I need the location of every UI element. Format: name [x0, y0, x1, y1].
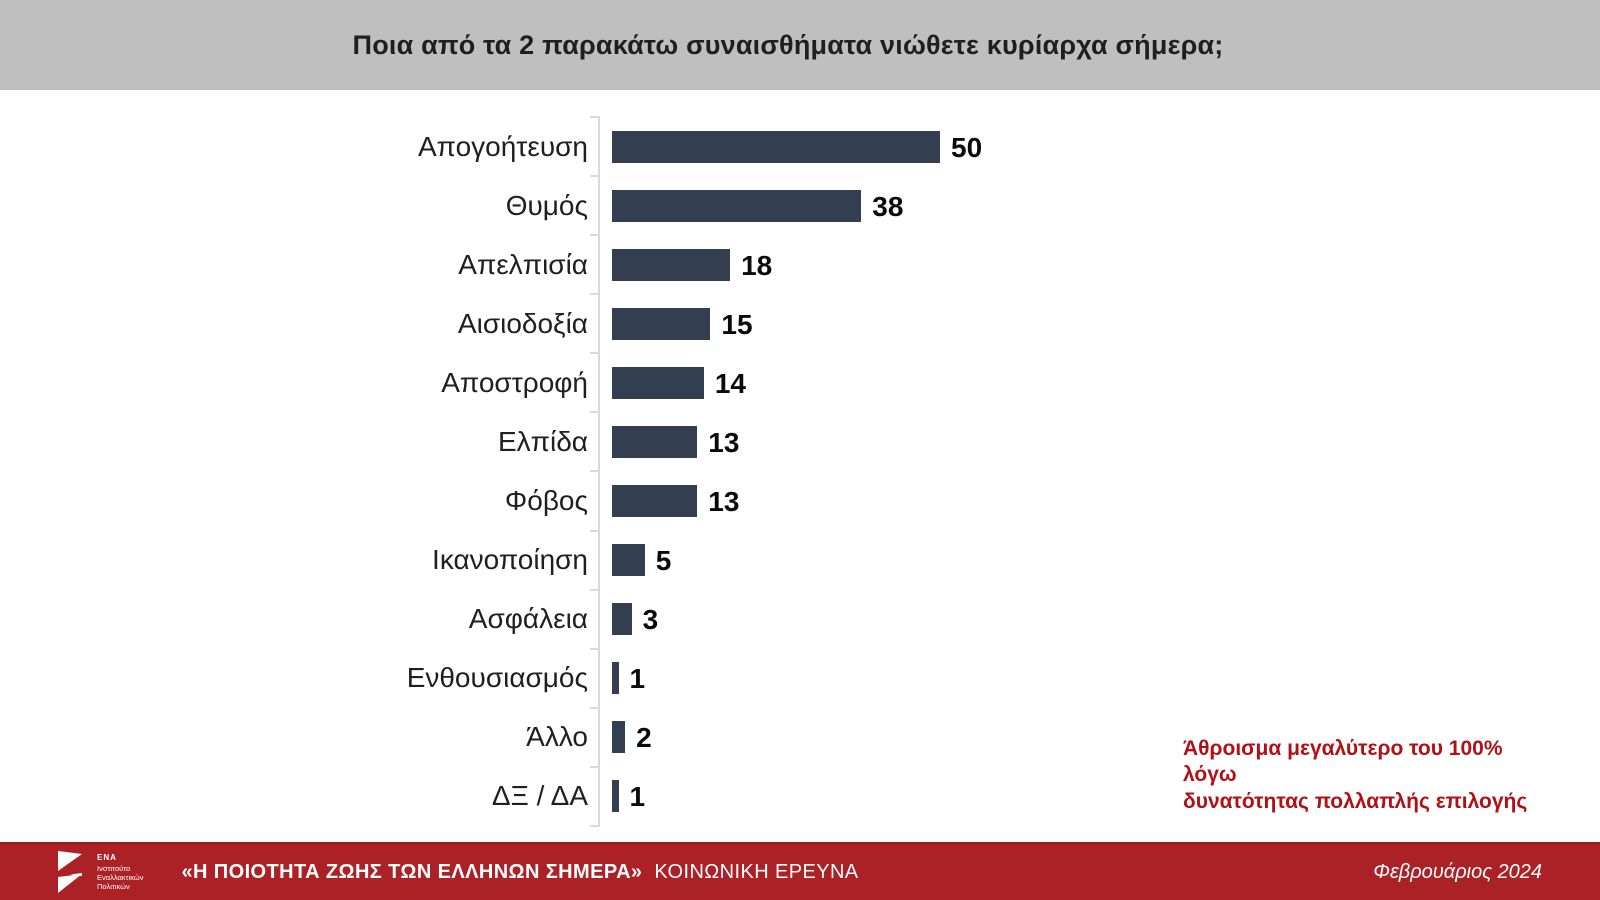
bar: [612, 662, 619, 695]
header-band: Ποια από τα 2 παρακάτω συναισθήματα νιώθ…: [0, 0, 1600, 90]
category-label: Ενθουσιασμός: [406, 662, 588, 694]
axis-tick: [590, 706, 600, 709]
axis-tick: [590, 411, 600, 414]
axis-tick: [590, 824, 600, 827]
category-label: Ικανοποίηση: [432, 544, 588, 576]
bar: [612, 248, 731, 281]
footer-date: Φεβρουάριος 2024: [1373, 860, 1542, 883]
ena-logo-text: ΕΝΑ Ινστιτούτο Εναλλακτικών Πολιτικών: [97, 853, 143, 890]
value-label: 18: [741, 249, 773, 281]
axis-tick: [590, 647, 600, 650]
category-label: Άλλο: [526, 721, 588, 753]
chart-row: Απελπισία 18: [0, 235, 1600, 294]
ena-logo-name: ΕΝΑ: [97, 853, 117, 863]
bar: [612, 485, 698, 517]
bar: [612, 603, 632, 636]
chart-annotation: Άθροισμα μεγαλύτερο του 100% λόγω δυνατό…: [1183, 736, 1553, 815]
value-label: 5: [655, 545, 672, 577]
survey-title-regular: ΚΟΙΝΩΝΙΚΗ ΕΡΕΥΝΑ: [654, 860, 859, 883]
axis-tick: [590, 175, 600, 178]
chart-row: Φόβος 13: [0, 471, 1600, 530]
value-label: 3: [642, 604, 659, 636]
category-label: Αισιοδοξία: [457, 307, 588, 339]
category-label: Αποστροφή: [441, 366, 588, 398]
footer-band: ΕΝΑ Ινστιτούτο Εναλλακτικών Πολιτικών «Η…: [0, 842, 1600, 900]
chart-row: Ικανοποίηση 5: [0, 531, 1600, 590]
axis-tick: [590, 765, 600, 768]
bar: [612, 425, 698, 458]
value-label: 50: [951, 131, 983, 163]
chart-row: Αισιοδοξία 15: [0, 294, 1600, 353]
bar: [612, 307, 711, 340]
category-label: Απελπισία: [458, 248, 588, 280]
value-label: 2: [636, 722, 652, 754]
ena-logo-icon: [58, 851, 82, 893]
value-label: 38: [872, 190, 904, 222]
bar: [612, 189, 862, 222]
value-label: 13: [708, 426, 740, 458]
chart-row: Θυμός 38: [0, 176, 1600, 235]
ena-logo-subtext: Ινστιτούτο Εναλλακτικών Πολιτικών: [97, 863, 144, 891]
chart-row: Απογοήτευση 50: [0, 117, 1600, 176]
value-label: 15: [721, 308, 753, 340]
value-label: 1: [629, 663, 646, 695]
annotation-line-1: Άθροισμα μεγαλύτερο του 100% λόγω: [1183, 737, 1503, 787]
page-title: Ποια από τα 2 παρακάτω συναισθήματα νιώθ…: [352, 29, 1224, 60]
axis-tick: [590, 588, 600, 591]
axis-tick: [590, 116, 600, 118]
category-label: Φόβος: [504, 485, 588, 516]
category-label: Απογοήτευση: [417, 130, 588, 162]
annotation-line-2: δυνατότητας πολλαπλής επιλογής: [1183, 789, 1528, 813]
bar: [612, 130, 940, 163]
bar: [612, 780, 619, 813]
category-label: Ασφάλεια: [468, 603, 588, 635]
axis-tick: [590, 234, 600, 237]
axis-tick: [590, 529, 600, 532]
survey-title: «Η ΠΟΙΟΤΗΤΑ ΖΩΗΣ ΤΩΝ ΕΛΛΗΝΩΝ ΣΗΜΕΡΑ» ΚΟΙ…: [181, 861, 858, 884]
chart-row: Άλλο 2: [0, 708, 1600, 767]
axis-tick: [590, 470, 600, 473]
category-label: Ελπίδα: [498, 425, 588, 457]
category-label: Θυμός: [505, 189, 588, 221]
bar-chart: Απογοήτευση 50 Θυμός 38 Απελπισία 18 Αισιοδοξί…: [0, 90, 1600, 842]
value-label: 13: [708, 486, 740, 517]
chart-row: Ασφάλεια 3: [0, 590, 1600, 649]
chart-row: Αποστροφή 14: [0, 353, 1600, 412]
survey-title-bold: «Η ΠΟΙΟΤΗΤΑ ΖΩΗΣ ΤΩΝ ΕΛΛΗΝΩΝ ΣΗΜΕΡΑ»: [181, 860, 643, 883]
bar: [612, 544, 645, 577]
axis-tick: [590, 352, 600, 355]
ena-logo-block: ΕΝΑ Ινστιτούτο Εναλλακτικών Πολιτικών: [56, 851, 143, 893]
chart-row: Ελπίδα 13: [0, 412, 1600, 471]
category-label: ΔΞ / ΔΑ: [491, 780, 588, 812]
value-label: 14: [714, 367, 746, 399]
chart-row: ΔΞ / ΔΑ 1: [0, 767, 1600, 826]
bar: [612, 721, 626, 754]
bar: [612, 366, 704, 399]
axis-tick: [590, 293, 600, 296]
value-label: 1: [629, 781, 646, 813]
chart-row: Ενθουσιασμός 1: [0, 649, 1600, 708]
